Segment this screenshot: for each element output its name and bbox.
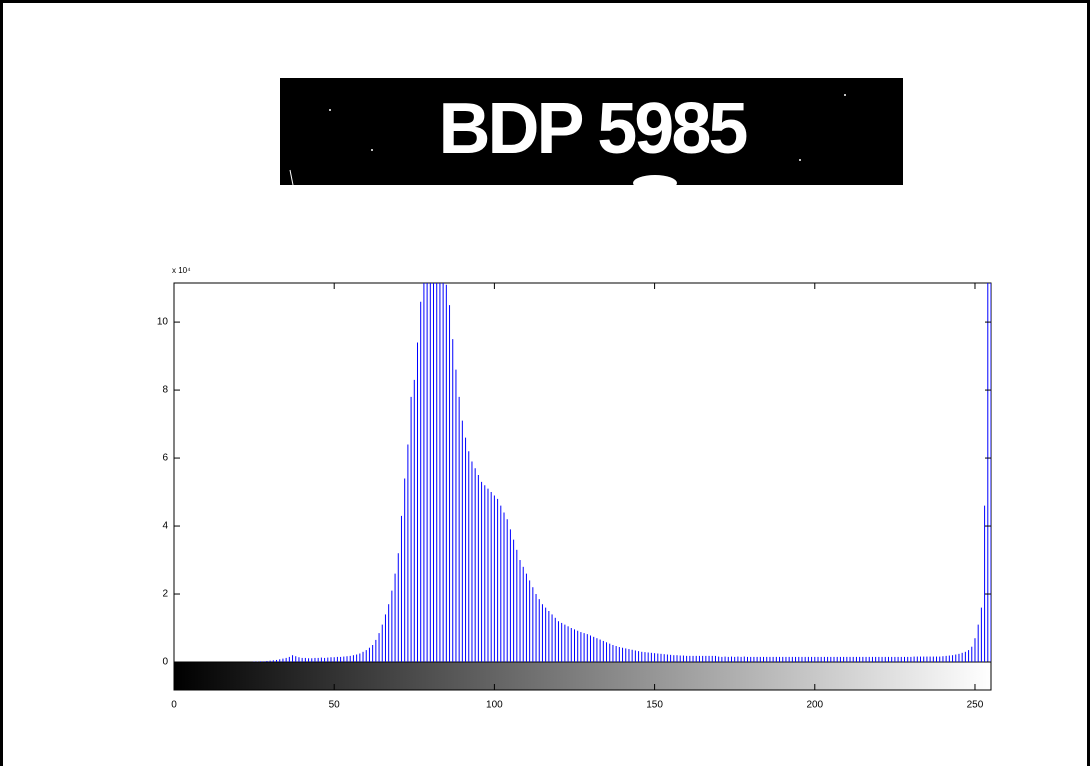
x-tick-label: 200 bbox=[806, 700, 823, 711]
y-tick-label: 0 bbox=[162, 657, 168, 668]
stems bbox=[253, 283, 991, 662]
y-tick-label: 6 bbox=[162, 453, 168, 464]
plate-background bbox=[280, 78, 903, 185]
x-tick-label: 0 bbox=[171, 700, 177, 711]
plate-text: BDP 5985 bbox=[439, 89, 748, 169]
y-tick-label: 10 bbox=[157, 317, 169, 328]
y-tick-label: 2 bbox=[162, 589, 168, 600]
x-tick-label: 250 bbox=[967, 700, 984, 711]
plate-image: BDP 5985 bbox=[280, 78, 903, 191]
plate-blob bbox=[633, 175, 677, 191]
y-multiplier: x 10⁴ bbox=[172, 266, 191, 275]
y-tick-label: 4 bbox=[162, 521, 168, 532]
x-tick-label: 50 bbox=[329, 700, 341, 711]
plot-area bbox=[173, 282, 992, 663]
y-tick-label: 8 bbox=[162, 385, 168, 396]
x-tick-label: 100 bbox=[486, 700, 503, 711]
x-tick-label: 150 bbox=[646, 700, 663, 711]
colorbar bbox=[173, 661, 992, 691]
